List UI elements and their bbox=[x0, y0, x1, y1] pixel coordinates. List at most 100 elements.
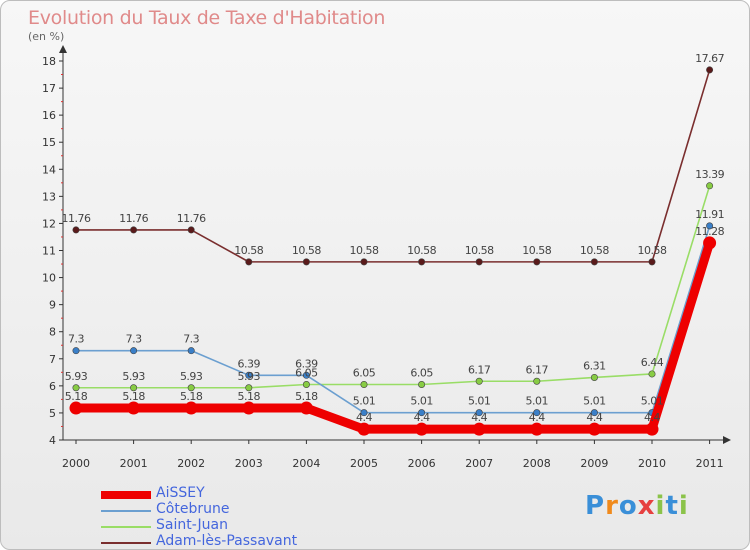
legend-swatch-cotebrune bbox=[101, 510, 151, 512]
data-label-1: 5.01 bbox=[353, 395, 376, 408]
data-label-0: 4.4 bbox=[414, 411, 430, 424]
x-axis-arrow bbox=[723, 436, 731, 444]
data-point-2 bbox=[418, 381, 426, 389]
data-label-3: 11.76 bbox=[119, 212, 148, 225]
series-line-2 bbox=[76, 185, 711, 389]
proxiti-logo: Proxiti bbox=[585, 491, 689, 521]
y-tick-label: 9 bbox=[49, 299, 56, 312]
x-tick-label: 2011 bbox=[696, 457, 724, 470]
data-label-0: 4.4 bbox=[644, 411, 660, 424]
data-point-0 bbox=[472, 422, 486, 436]
data-label-3: 10.58 bbox=[407, 244, 436, 257]
data-label-2: 6.05 bbox=[410, 367, 433, 380]
y-tick-label: 18 bbox=[42, 55, 56, 68]
legend-swatch-aissey bbox=[101, 491, 151, 499]
y-tick-label: 12 bbox=[42, 217, 56, 230]
y-tick-label: 10 bbox=[42, 272, 56, 285]
x-tick-label: 2010 bbox=[638, 457, 666, 470]
data-point-1 bbox=[590, 409, 598, 417]
series-line-3 bbox=[76, 69, 711, 263]
series-line-0 bbox=[76, 241, 714, 434]
x-tick-label: 2007 bbox=[465, 457, 493, 470]
data-label-1: 7.3 bbox=[68, 333, 84, 346]
data-point-1 bbox=[533, 409, 541, 417]
data-point-1 bbox=[360, 409, 368, 417]
x-tick-label: 2008 bbox=[523, 457, 551, 470]
data-point-1 bbox=[418, 409, 426, 417]
data-label-0: 5.18 bbox=[180, 390, 203, 403]
legend-swatch-adam bbox=[101, 542, 151, 544]
legend-label-saint-juan: Saint-Juan bbox=[156, 517, 229, 533]
series-line-1 bbox=[76, 225, 711, 414]
y-tick-label: 8 bbox=[49, 326, 56, 339]
data-label-0: 4.4 bbox=[356, 411, 372, 424]
x-tick-label: 2002 bbox=[177, 457, 205, 470]
data-label-1: 6.39 bbox=[295, 357, 318, 370]
data-point-0 bbox=[703, 236, 717, 250]
data-point-0 bbox=[357, 422, 371, 436]
data-label-1: 5.01 bbox=[641, 395, 664, 408]
data-label-2: 6.05 bbox=[353, 367, 376, 380]
data-label-2: 6.31 bbox=[583, 359, 606, 372]
y-tick-label: 11 bbox=[42, 245, 56, 258]
data-label-2: 6.17 bbox=[526, 363, 549, 376]
x-tick-label: 2006 bbox=[408, 457, 436, 470]
data-label-3: 10.58 bbox=[522, 244, 551, 257]
data-label-0: 11.28 bbox=[695, 225, 724, 238]
data-point-3 bbox=[418, 258, 426, 266]
y-tick-label: 7 bbox=[49, 353, 56, 366]
x-tick-label: 2005 bbox=[350, 457, 378, 470]
data-label-0: 4.4 bbox=[586, 411, 602, 424]
y-tick-label: 13 bbox=[42, 190, 56, 203]
data-point-0 bbox=[530, 422, 544, 436]
x-tick-label: 2000 bbox=[62, 457, 90, 470]
data-point-3 bbox=[245, 258, 253, 266]
data-label-2: 5.93 bbox=[238, 370, 261, 383]
data-point-1 bbox=[706, 222, 714, 230]
data-point-0 bbox=[645, 422, 659, 436]
data-point-3 bbox=[475, 258, 483, 266]
data-label-1: 5.01 bbox=[468, 395, 491, 408]
data-label-0: 5.18 bbox=[238, 390, 261, 403]
data-label-3: 10.58 bbox=[465, 244, 494, 257]
data-point-1 bbox=[187, 347, 195, 355]
y-tick-label: 6 bbox=[49, 380, 56, 393]
data-point-2 bbox=[302, 381, 310, 389]
data-point-3 bbox=[360, 258, 368, 266]
x-tick-label: 2003 bbox=[235, 457, 263, 470]
data-point-2 bbox=[590, 373, 598, 381]
data-label-0: 4.4 bbox=[529, 411, 545, 424]
data-point-2 bbox=[533, 377, 541, 385]
legend-swatch-saint-juan bbox=[101, 526, 151, 528]
legend-label-adam: Adam-lès-Passavant bbox=[156, 533, 298, 549]
data-point-0 bbox=[184, 401, 198, 415]
data-point-0 bbox=[415, 422, 429, 436]
y-tick-label: 14 bbox=[42, 163, 56, 176]
data-label-0: 4.4 bbox=[471, 411, 487, 424]
data-label-3: 10.58 bbox=[350, 244, 379, 257]
data-point-2 bbox=[648, 370, 656, 378]
data-point-2 bbox=[360, 381, 368, 389]
data-label-2: 5.93 bbox=[122, 370, 145, 383]
data-point-3 bbox=[706, 66, 714, 74]
data-point-3 bbox=[302, 258, 310, 266]
data-point-1 bbox=[245, 371, 253, 379]
x-tick-label: 2009 bbox=[580, 457, 608, 470]
data-point-2 bbox=[187, 384, 195, 392]
data-label-1: 7.3 bbox=[183, 333, 199, 346]
y-tick-label: 17 bbox=[42, 82, 56, 95]
x-tick-label: 2001 bbox=[120, 457, 148, 470]
data-label-1: 11.91 bbox=[695, 208, 724, 221]
data-point-0 bbox=[299, 401, 313, 415]
data-label-2: 6.05 bbox=[295, 367, 318, 380]
data-point-3 bbox=[648, 258, 656, 266]
data-point-3 bbox=[533, 258, 541, 266]
data-label-2: 13.39 bbox=[695, 168, 724, 181]
data-label-0: 5.18 bbox=[122, 390, 145, 403]
data-point-2 bbox=[72, 384, 80, 392]
data-label-2: 6.44 bbox=[641, 356, 664, 369]
data-point-1 bbox=[302, 371, 310, 379]
y-tick-label: 5 bbox=[49, 407, 56, 420]
